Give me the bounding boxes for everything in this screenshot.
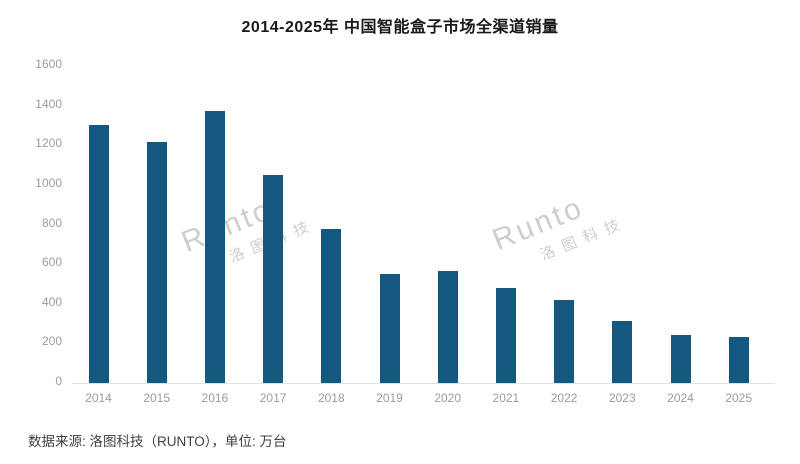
- x-tick-label-2022: 2022: [550, 391, 578, 405]
- bar-2025: [728, 337, 749, 383]
- chart-title: 2014-2025年 中国智能盒子市场全渠道销量: [241, 19, 559, 36]
- x-tick-label-2020: 2020: [434, 391, 462, 405]
- watermark-brand-text: Runto: [177, 192, 278, 260]
- bar-2022: [554, 300, 575, 383]
- bar-2016: [204, 111, 225, 383]
- bar-2015: [146, 142, 167, 383]
- x-tick-label-2023: 2023: [608, 391, 636, 405]
- watermark-brand-text: Runto: [488, 190, 589, 258]
- y-tick-label-1200: 1200: [35, 136, 62, 151]
- plot-area: Runto 洛图科技 Runto 洛图科技: [72, 65, 775, 384]
- bar-2017: [263, 175, 284, 383]
- x-tick-label-2025: 2025: [725, 391, 753, 405]
- bar-2019: [379, 274, 400, 383]
- x-tick-label-2024: 2024: [667, 391, 694, 405]
- x-tick-label-2016: 2016: [201, 391, 229, 405]
- bar-2020: [437, 271, 458, 383]
- y-tick-label-600: 600: [41, 255, 62, 270]
- x-tick-label-2014: 2014: [85, 391, 112, 405]
- runto-watermark-left: Runto 洛图科技: [177, 180, 319, 282]
- bar-2023: [612, 321, 633, 383]
- bar-2021: [495, 288, 516, 383]
- x-tick-label-2018: 2018: [317, 391, 345, 405]
- x-tick-label-2017: 2017: [259, 391, 287, 405]
- x-tick-label-2019: 2019: [376, 391, 403, 405]
- watermark-cn-text: 洛图科技: [537, 213, 630, 265]
- x-tick-label-2021: 2021: [492, 391, 520, 405]
- y-tick-label-400: 400: [41, 294, 62, 309]
- bar-2018: [321, 229, 342, 383]
- y-tick-label-800: 800: [41, 215, 62, 230]
- y-tick-label-0: 0: [55, 374, 62, 388]
- y-tick-label-1400: 1400: [35, 96, 62, 111]
- bar-2014: [88, 125, 109, 383]
- source-note: 数据来源: 洛图科技（RUNTO），单位: 万台: [28, 434, 287, 449]
- runto-watermark-right: Runto 洛图科技: [488, 178, 630, 280]
- y-tick-label-1600: 1600: [35, 57, 62, 71]
- x-tick-label-2015: 2015: [143, 391, 171, 405]
- y-tick-label-1000: 1000: [35, 175, 62, 190]
- bar-2024: [670, 335, 691, 383]
- y-tick-label-200: 200: [41, 334, 62, 349]
